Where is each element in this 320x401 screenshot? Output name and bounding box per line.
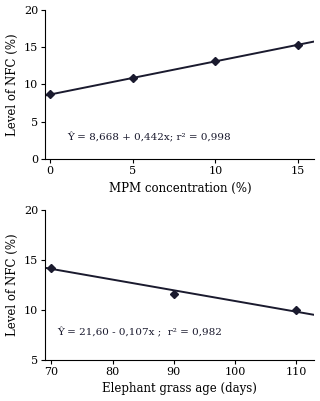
X-axis label: MPM concentration (%): MPM concentration (%) (108, 182, 251, 195)
Y-axis label: Level of NFC (%): Level of NFC (%) (5, 234, 19, 336)
Y-axis label: Level of NFC (%): Level of NFC (%) (5, 33, 19, 136)
Text: Ŷ = 21,60 - 0,107x ;  r² = 0,982: Ŷ = 21,60 - 0,107x ; r² = 0,982 (58, 328, 222, 338)
Text: Ŷ = 8,668 + 0,442x; r² = 0,998: Ŷ = 8,668 + 0,442x; r² = 0,998 (67, 133, 230, 143)
X-axis label: Elephant grass age (days): Elephant grass age (days) (102, 383, 257, 395)
